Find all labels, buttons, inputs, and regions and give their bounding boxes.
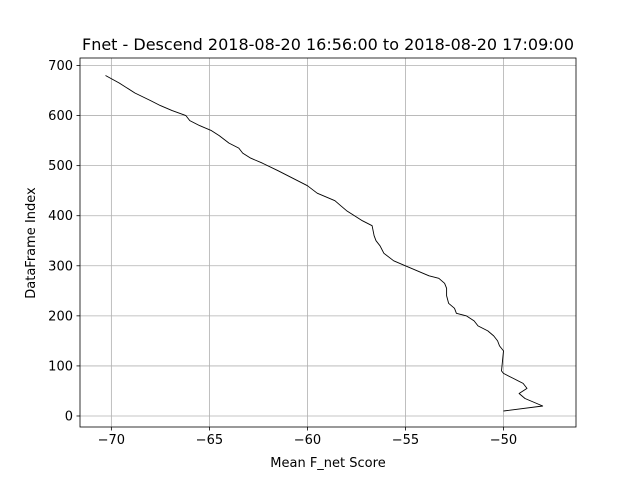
series-line (105, 75, 544, 412)
y-tick-label: 400 (48, 209, 73, 224)
y-tick-label: 300 (48, 259, 73, 274)
chart-title: Fnet - Descend 2018-08-20 16:56:00 to 20… (82, 35, 574, 54)
y-tick-label: 200 (48, 309, 73, 324)
y-tick-label: 0 (65, 409, 73, 424)
x-tick-label: −65 (196, 433, 223, 448)
grid (80, 58, 576, 427)
y-axis-label: DataFrame Index (24, 187, 39, 299)
y-tick-label: 600 (48, 109, 73, 124)
x-tick-label: −50 (490, 433, 517, 448)
series-layer (105, 75, 544, 412)
y-axis-ticks: 0 100 200 300 400 500 600 700 (48, 59, 80, 424)
x-tick-label: −60 (294, 433, 321, 448)
y-tick-label: 100 (48, 359, 73, 374)
x-tick-label: −55 (392, 433, 419, 448)
y-tick-label: 500 (48, 159, 73, 174)
x-axis-label: Mean F_net Score (270, 456, 385, 471)
y-tick-label: 700 (48, 59, 73, 74)
x-tick-label: −70 (98, 433, 125, 448)
plot-frame (79, 57, 577, 428)
x-axis-ticks: −70 −65 −60 −55 −50 (98, 427, 517, 448)
